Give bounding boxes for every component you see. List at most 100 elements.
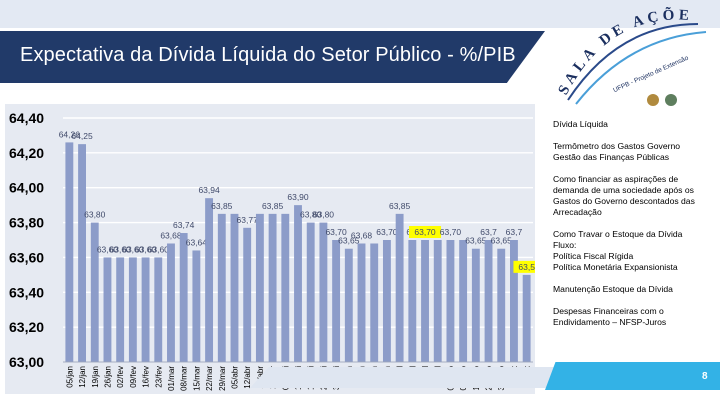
data-label: 63,77 (237, 215, 259, 225)
data-label: 63,60 (97, 244, 119, 254)
bar (141, 257, 150, 362)
bar (179, 233, 188, 362)
bar (154, 257, 163, 362)
bar (306, 222, 315, 362)
data-label: 63,60 (135, 244, 157, 254)
bar (382, 240, 391, 362)
x-tick-label: 05/jan (65, 366, 74, 388)
debt-expectation-chart: 63,00 63,20 63,40 63,60 63,80 64,00 64,20 64,40… (5, 104, 535, 394)
x-tick-label: 29/mar (218, 366, 227, 391)
data-label: 63,70 (325, 227, 347, 237)
data-label: 63,65 (465, 236, 487, 246)
x-tick-label: 12/jan (78, 366, 87, 388)
note-debt-stock: Como Travar o Estoque da Dívida Fluxo: P… (553, 229, 683, 272)
y-tick-label: 64,40 (9, 110, 44, 126)
data-label: 63,70 (376, 227, 398, 237)
bar (497, 248, 506, 362)
emblem-icon (647, 94, 659, 106)
page-number-tab (545, 362, 720, 390)
bar (103, 257, 112, 362)
data-label: 63,85 (262, 201, 284, 211)
slide-title: Expectativa da Dívida Líquida do Setor P… (20, 44, 516, 66)
data-label: 63,7 (480, 227, 497, 237)
bar (484, 240, 493, 362)
bar (459, 240, 468, 362)
data-label: 63,90 (287, 192, 309, 202)
y-tick-label: 63,40 (9, 284, 44, 300)
data-label: 63,65 (491, 236, 513, 246)
bar (268, 213, 277, 362)
x-tick-label: 16/fev (142, 366, 151, 388)
data-label: 63,80 (313, 210, 335, 220)
bar (408, 240, 417, 362)
bar (370, 243, 379, 362)
bar (192, 250, 201, 362)
bar (128, 257, 137, 362)
note-net-debt: Dívida Líquida (553, 119, 608, 129)
note-spending-thermometer: Termômetro dos Gastos Governo Gestão das… (553, 141, 681, 162)
data-label: 63,5 (518, 262, 535, 272)
highlight-box (409, 226, 442, 238)
data-label: 63,80 (84, 210, 106, 220)
bar (65, 142, 74, 362)
bar (510, 240, 518, 362)
bar (116, 257, 125, 362)
bar (446, 240, 455, 362)
data-label: 63,80 (300, 210, 322, 220)
data-label: 63,70 (440, 227, 462, 237)
data-label: 63,68 (160, 230, 182, 240)
y-tick-label: 63,60 (9, 249, 44, 265)
data-label: 64,26 (59, 129, 81, 139)
bar (90, 222, 99, 362)
data-label: 63,7 (506, 227, 523, 237)
note-financial-expenses: Despesas Financeiras com o Endividamento… (553, 306, 667, 327)
x-tick-label: 02/fev (116, 366, 125, 388)
note-financing: Como financiar as aspirações de demanda … (553, 174, 695, 217)
bar (281, 213, 290, 362)
data-label: 63,85 (211, 201, 233, 211)
x-tick-label: 22/mar (205, 366, 214, 391)
data-label: 63,70 (414, 227, 436, 237)
data-label: 63,60 (110, 244, 132, 254)
bar (522, 274, 531, 362)
bar (395, 213, 404, 362)
x-tick-label: 08/mar (180, 366, 189, 391)
y-tick-label: 63,20 (9, 319, 44, 335)
data-label: 63,64 (186, 237, 208, 247)
x-tick-label: 23/fev (154, 366, 163, 388)
x-tick-label: 15/mar (192, 366, 201, 391)
data-label: 63,68 (351, 230, 373, 240)
bar (243, 227, 252, 362)
x-tick-label: 09/fev (129, 366, 138, 388)
x-tick-label: 05/abr (230, 366, 239, 389)
bar (421, 240, 429, 362)
data-label: 63,94 (198, 185, 220, 195)
bar (230, 213, 239, 362)
data-label: 63,74 (173, 220, 195, 230)
chart-svg: 63,00 63,20 63,40 63,60 63,80 64,00 64,20 64,40… (5, 104, 535, 394)
bar (319, 222, 328, 362)
x-tick-label: 01/mar (167, 366, 176, 391)
x-tick-label: 26/jan (103, 366, 112, 388)
x-tick-label: 19/jan (91, 366, 100, 388)
data-label: 63,60 (122, 244, 144, 254)
notes-panel: Dívida Líquida Termômetro dos Gastos Gov… (553, 119, 713, 328)
page-number: 8 (702, 371, 708, 382)
y-tick-label: 63,00 (9, 354, 44, 370)
bar (433, 240, 442, 362)
bar (217, 213, 226, 362)
bar (332, 240, 341, 362)
bar (344, 248, 353, 362)
bar (167, 243, 175, 362)
highlight-box (513, 260, 535, 273)
bar (78, 144, 86, 362)
crest-icon (665, 94, 677, 106)
header-background-shape (0, 0, 720, 28)
note-stock-maintenance: Manutenção Estoque da Dívida (553, 284, 673, 294)
data-label: 63,60 (148, 244, 170, 254)
bar (357, 243, 366, 362)
data-label: 64,25 (71, 131, 93, 141)
y-tick-label: 64,20 (9, 145, 44, 161)
sala-de-acoes-logo: SALA DE AÇÕES UFPB - Projeto de Extensão (548, 4, 707, 106)
x-tick-label: 12/abr (243, 366, 252, 389)
